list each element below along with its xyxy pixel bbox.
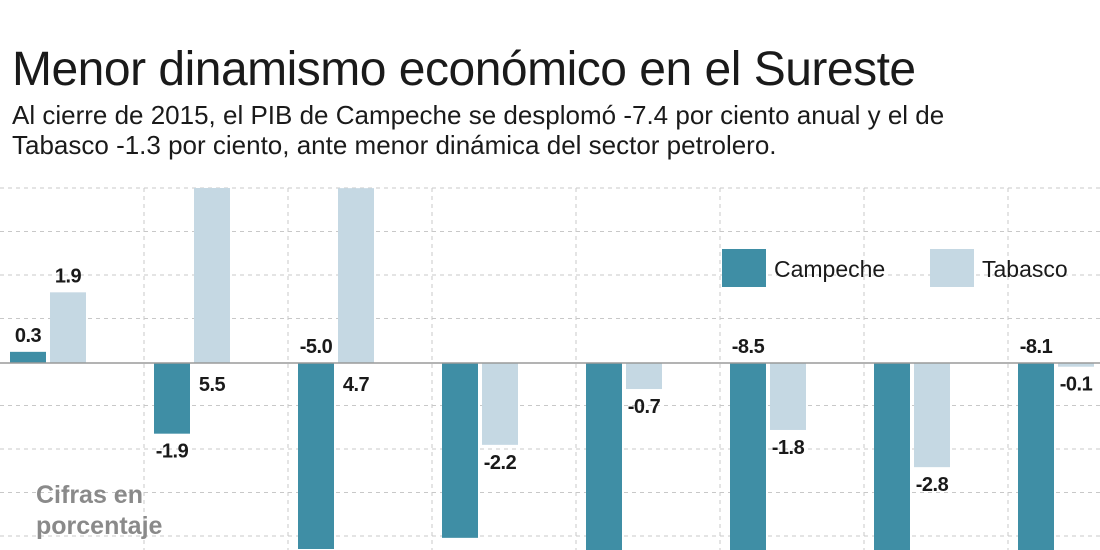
- label-campeche-3: -5.0: [300, 336, 333, 358]
- units-note-line-1: Cifras en: [36, 481, 143, 509]
- data-labels: 0.3 -1.9 -5.0 -8.5 -8.1 1.9 5.5 4.7 -2.2 -0.7 -1.8…: [15, 265, 1093, 496]
- bar-tabasco-5: [626, 363, 662, 390]
- label-campeche-6: -8.5: [732, 336, 765, 358]
- label-tabasco-5: -0.7: [628, 396, 661, 418]
- bar-campeche-5: [586, 363, 622, 550]
- units-note: Cifras en porcentaje: [36, 480, 162, 542]
- bar-tabasco-3: [338, 188, 374, 363]
- bars: [10, 188, 1094, 550]
- label-campeche-2: -1.9: [156, 441, 189, 463]
- legend-label-campeche: Campeche: [774, 256, 885, 282]
- label-tabasco-1: 1.9: [55, 265, 82, 287]
- bar-campeche-3: [298, 363, 334, 549]
- label-tabasco-8: -0.1: [1060, 374, 1093, 396]
- legend-swatch-tabasco: [930, 249, 974, 287]
- units-note-line-2: porcentaje: [36, 512, 163, 540]
- label-tabasco-6: -1.8: [772, 437, 805, 459]
- legend: Campeche Tabasco: [722, 249, 1068, 287]
- bar-campeche-4: [442, 363, 478, 538]
- label-tabasco-2: 5.5: [199, 374, 226, 396]
- bar-campeche-8: [1018, 363, 1054, 550]
- bar-campeche-1: [10, 351, 46, 363]
- bar-campeche-7: [874, 363, 910, 550]
- label-campeche-1: 0.3: [15, 325, 42, 347]
- bar-tabasco-6: [770, 363, 806, 430]
- bar-tabasco-2: [194, 188, 230, 363]
- bar-tabasco-4: [482, 363, 518, 445]
- bar-campeche-2: [154, 363, 190, 434]
- bar-tabasco-7: [914, 363, 950, 468]
- legend-label-tabasco: Tabasco: [982, 256, 1068, 282]
- chart-title: Menor dinamismo económico en el Sureste: [12, 43, 916, 96]
- label-campeche-8: -8.1: [1020, 336, 1053, 358]
- label-tabasco-4: -2.2: [484, 452, 517, 474]
- bar-tabasco-8: [1058, 363, 1094, 367]
- bar-campeche-6: [730, 363, 766, 550]
- label-tabasco-3: 4.7: [343, 374, 370, 396]
- bar-tabasco-1: [50, 292, 86, 363]
- label-tabasco-7: -2.8: [916, 474, 949, 496]
- chart-subtitle: Al cierre de 2015, el PIB de Campeche se…: [12, 100, 945, 160]
- legend-swatch-campeche: [722, 249, 766, 287]
